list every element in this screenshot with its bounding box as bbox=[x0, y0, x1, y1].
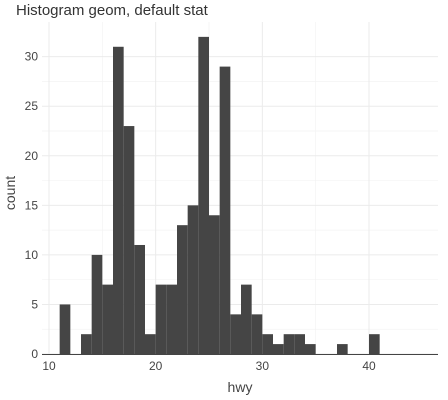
histogram-bar bbox=[198, 36, 209, 355]
histogram-bar bbox=[369, 334, 380, 354]
y-tick-label: 5 bbox=[31, 297, 38, 311]
histogram-bar bbox=[241, 284, 252, 354]
histogram-bar bbox=[177, 225, 188, 354]
histogram-bar bbox=[251, 314, 263, 354]
histogram-bar bbox=[155, 284, 167, 354]
histogram-bar bbox=[91, 254, 103, 354]
histogram-bar bbox=[305, 344, 316, 354]
y-tick-label: 20 bbox=[25, 149, 39, 163]
y-tick-label: 30 bbox=[25, 50, 39, 64]
x-tick-label: 40 bbox=[362, 359, 376, 373]
histogram-bar bbox=[337, 344, 348, 354]
histogram-bar bbox=[113, 46, 124, 354]
tick-labels: 10 20 30 40 0 5 10 15 20 25 30 bbox=[25, 50, 376, 373]
histogram-bar bbox=[166, 284, 177, 354]
histogram-bar bbox=[123, 126, 135, 355]
x-tick-label: 10 bbox=[42, 359, 56, 373]
histogram-bar bbox=[81, 334, 92, 354]
histogram-bar bbox=[134, 244, 145, 354]
histogram-bar bbox=[102, 284, 113, 354]
histogram-bar bbox=[262, 334, 273, 354]
x-tick-label: 30 bbox=[256, 359, 270, 373]
histogram-bar bbox=[294, 334, 305, 354]
histogram-bar bbox=[283, 334, 295, 354]
bars bbox=[59, 36, 380, 355]
histogram-bar bbox=[273, 344, 284, 354]
x-axis-label: hwy bbox=[228, 379, 253, 395]
y-axis-label: count bbox=[2, 176, 18, 210]
histogram-bar bbox=[209, 215, 220, 354]
y-tick-label: 25 bbox=[25, 99, 39, 113]
y-tick-label: 0 bbox=[31, 347, 38, 361]
chart-title: Histogram geom, default stat bbox=[16, 2, 209, 19]
histogram-bar bbox=[145, 334, 156, 354]
y-tick-label: 15 bbox=[25, 198, 39, 212]
histogram-bar bbox=[59, 304, 71, 354]
histogram-bar bbox=[230, 314, 241, 354]
histogram-bar bbox=[187, 205, 199, 354]
y-tick-label: 10 bbox=[25, 248, 39, 262]
histogram-bar bbox=[219, 66, 231, 354]
x-tick-label: 20 bbox=[149, 359, 163, 373]
